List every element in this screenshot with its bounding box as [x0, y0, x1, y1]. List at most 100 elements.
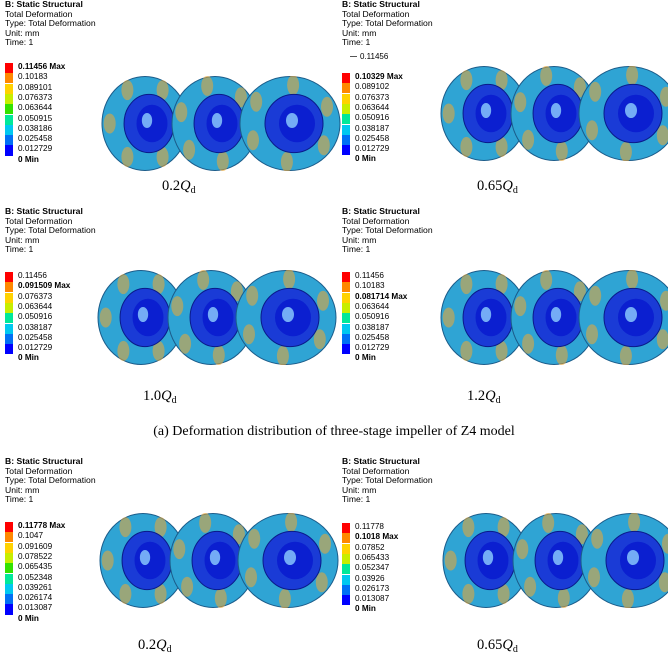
impeller-eye — [204, 541, 236, 580]
deformation-hotspot — [117, 340, 130, 361]
header-result: Total Deformation — [342, 215, 410, 226]
deformation-hotspot — [179, 333, 192, 354]
legend-value: 0.038186 — [18, 123, 53, 133]
legend-swatch — [5, 313, 13, 324]
deformation-hotspot — [171, 296, 184, 317]
deformation-hotspot — [442, 103, 455, 124]
legend-swatch — [5, 552, 13, 564]
legend-swatch — [5, 583, 13, 594]
deformation-hotspot — [540, 269, 553, 290]
legend-swatch — [5, 135, 13, 146]
flow-condition-label: 0.2Qd — [162, 178, 196, 196]
legend-swatch — [342, 543, 350, 554]
impeller-bore — [211, 112, 223, 129]
impeller-eye — [547, 541, 579, 580]
legend-swatch — [342, 73, 350, 84]
header-time: Time: 1 — [342, 244, 371, 255]
deformation-hotspot — [462, 583, 475, 604]
condition-subscript: d — [166, 644, 172, 655]
deformation-hotspot — [660, 290, 668, 311]
legend-value: 0.063644 — [355, 301, 390, 311]
impeller-bore — [282, 306, 294, 323]
legend-swatch — [342, 533, 350, 544]
impeller-eye — [134, 541, 166, 580]
impeller-bore — [141, 112, 153, 129]
impeller-bore — [625, 102, 637, 119]
impeller-svg — [442, 512, 668, 609]
legend-swatch — [5, 563, 13, 574]
legend-value: 0 Min — [18, 613, 39, 623]
legend-value: 0.03926 — [355, 573, 385, 583]
deformation-hotspot — [495, 136, 508, 157]
deformation-hotspot — [516, 539, 529, 560]
impeller-svg — [101, 75, 341, 172]
legend-value: 0.025458 — [18, 134, 53, 144]
header-unit: Unit: mm — [342, 27, 377, 38]
legend-swatch — [5, 292, 13, 303]
legend-swatch — [5, 573, 13, 584]
legend-value: 0.076373 — [18, 92, 53, 102]
legend-swatch — [342, 292, 350, 303]
impeller-bore — [480, 306, 492, 323]
legend-value: 0.11778 Max — [18, 521, 66, 530]
legend-swatch — [342, 595, 350, 606]
deformation-hotspot — [245, 567, 257, 588]
condition-coefficient: 0.65 — [477, 637, 503, 653]
legend-swatch — [5, 532, 13, 543]
deformation-hotspot — [495, 70, 508, 91]
header-unit: Unit: mm — [5, 484, 40, 495]
impeller-eye — [545, 298, 577, 337]
deformation-hotspot — [119, 583, 132, 604]
deformation-hotspot — [250, 91, 263, 112]
legend-swatch — [342, 282, 350, 293]
header-result: Total Deformation — [5, 8, 73, 19]
impeller-bore — [139, 549, 151, 566]
header-time: Time: 1 — [342, 494, 371, 505]
header-result: Total Deformation — [342, 8, 410, 19]
legend-value: 0.038187 — [18, 322, 53, 332]
legend-value: 0.11456 Max — [18, 62, 66, 71]
figure-caption: (a) Deformation distribution of three-st… — [153, 424, 515, 439]
deformation-hotspot — [495, 274, 508, 295]
impeller-stage — [235, 269, 337, 366]
deformation-hotspot — [514, 296, 527, 317]
legend-value: 0 Min — [18, 353, 39, 363]
panel-4: B: Static Structural Total Deformation T… — [342, 206, 668, 407]
legend-value: 0.07852 — [355, 542, 385, 552]
legend-value: 0.052348 — [18, 572, 53, 582]
legend-swatch — [342, 584, 350, 595]
deformation-hotspot — [212, 345, 225, 366]
legend-value: 0 Min — [355, 353, 376, 363]
panel-header: B: Static Structural Total Deformation T… — [5, 0, 96, 48]
legend-value: 0.050916 — [355, 113, 390, 123]
deformation-hotspot — [321, 96, 333, 117]
deformation-hotspot — [285, 512, 298, 533]
legend-swatch — [342, 103, 350, 115]
legend-value: 0.078522 — [18, 551, 53, 561]
deformation-hotspot — [121, 80, 134, 101]
header-unit: Unit: mm — [5, 27, 40, 38]
header-title: B: Static Structural — [5, 456, 83, 466]
panel-header: B: Static Structural Total Deformation T… — [5, 456, 96, 505]
impeller-eye — [477, 541, 509, 580]
deformation-hotspot — [317, 290, 329, 311]
header-type: Type: Total Deformation — [5, 225, 96, 236]
deformation-hotspot — [152, 274, 165, 295]
impeller-bore — [286, 112, 298, 129]
deformation-hotspot — [156, 80, 169, 101]
deformation-hotspot — [248, 528, 261, 549]
impeller-eye — [136, 104, 168, 143]
deformation-hotspot — [278, 588, 291, 609]
impeller-bore — [207, 306, 219, 323]
header-title: B: Static Structural — [342, 0, 420, 9]
deformation-hotspot — [628, 512, 641, 533]
header-time: Time: 1 — [5, 494, 34, 505]
deformation-hotspot — [586, 324, 598, 345]
legend-swatch — [342, 313, 350, 324]
deformation-hotspot — [246, 285, 259, 306]
deformation-hotspot — [319, 533, 331, 554]
flow-condition-label: 1.0Qd — [143, 388, 177, 406]
legend-swatch — [342, 553, 350, 565]
deformation-hotspot — [557, 588, 570, 609]
impeller-render — [441, 512, 668, 609]
